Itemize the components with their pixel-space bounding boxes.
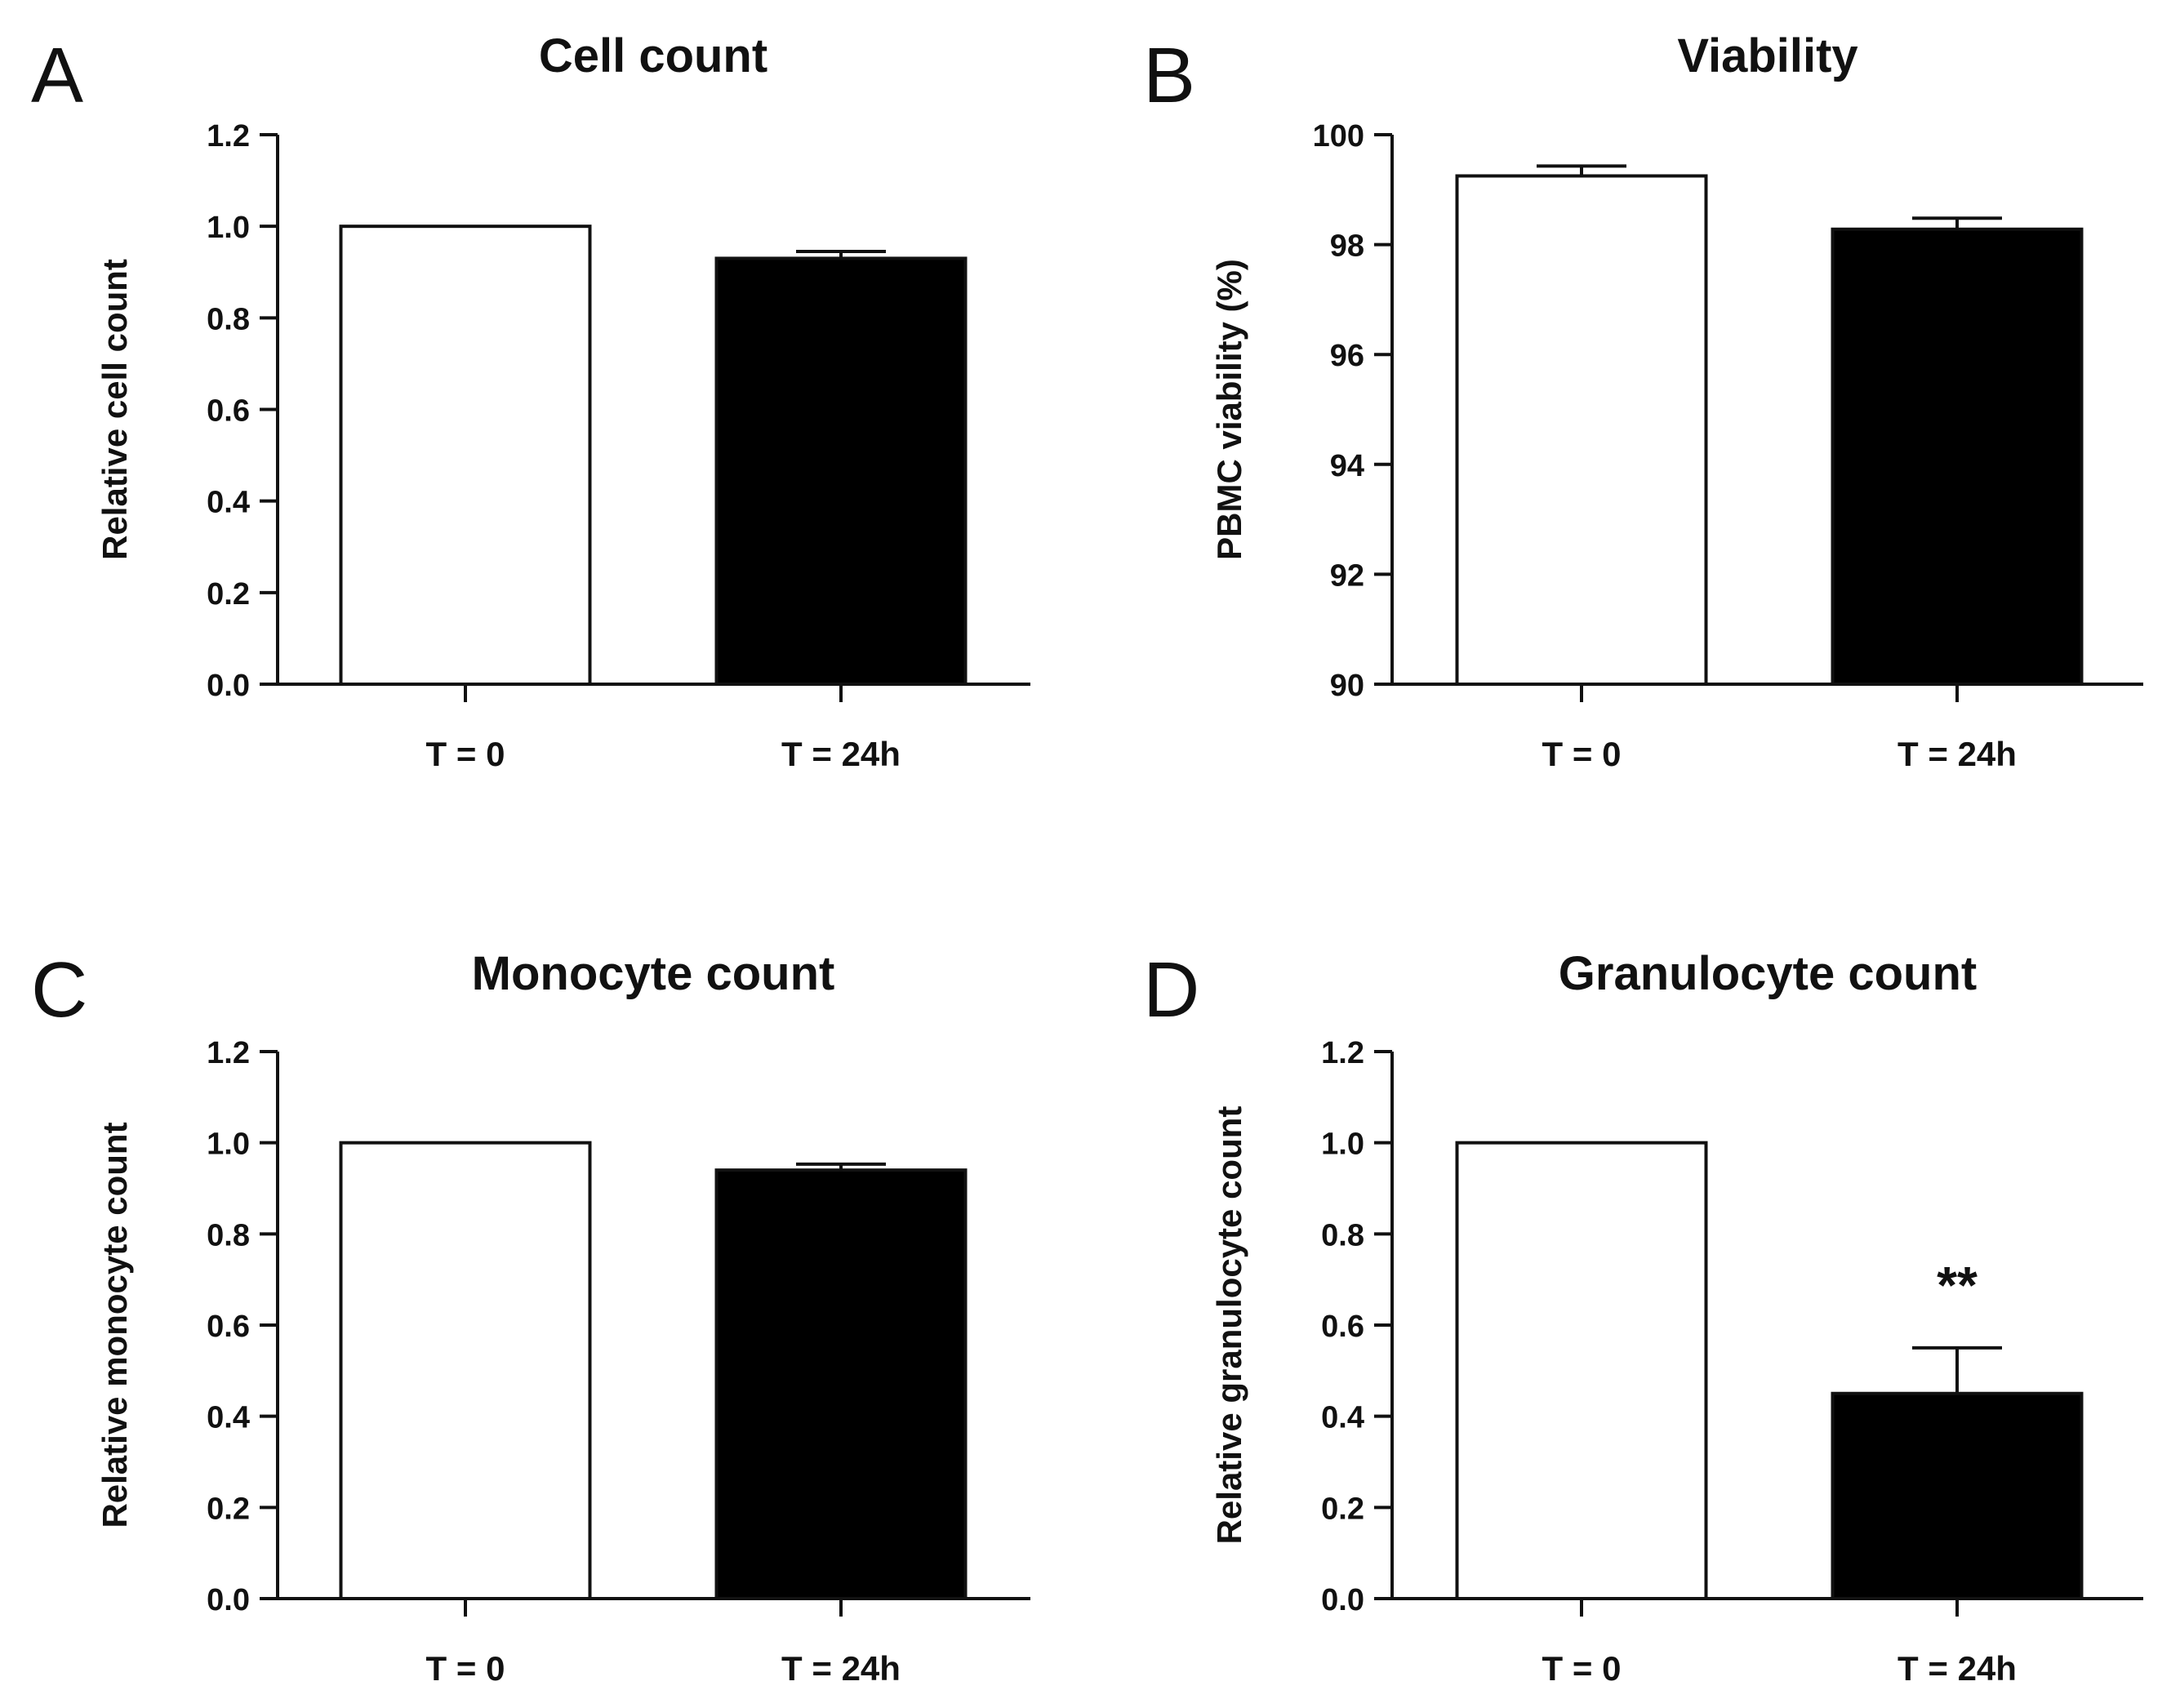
y-tick-label: 0.0	[207, 669, 250, 703]
y-tick-label: 0.4	[1321, 1401, 1364, 1435]
chart-title: Cell count	[539, 29, 767, 82]
x-tick-label: T = 0	[1542, 1649, 1622, 1688]
x-tick-label: T = 24h	[1897, 1649, 2017, 1688]
y-tick-label: 1.0	[207, 1128, 250, 1162]
y-tick-label: 1.0	[1321, 1128, 1364, 1162]
panel-b: B Viability 90 92 94 96 98 100 PBMC viability (%…	[1143, 29, 2143, 773]
panel-letter: D	[1143, 946, 1199, 1034]
panel-d: D Granulocyte count 0.0 0.2 0.4 0.6 0.8 1.0 1.2 R…	[1143, 946, 2143, 1688]
y-tick-label: 0.2	[207, 577, 250, 612]
y-tick-label: 94	[1330, 449, 1364, 483]
bar-t0	[339, 1141, 592, 1600]
y-axis-label: Relative granulocyte count	[1210, 1106, 1248, 1545]
x-tick-label: T = 0	[1542, 735, 1622, 773]
x-tick-label: T = 0	[426, 1649, 505, 1688]
y-tick-label: 0.6	[207, 394, 250, 429]
y-tick-label: 92	[1330, 558, 1364, 593]
panel-letter: C	[31, 946, 87, 1034]
y-tick-label: 0.8	[207, 1218, 250, 1252]
bar-t24h	[1831, 1391, 2084, 1600]
y-axis-label: Relative cell count	[96, 259, 134, 560]
y-tick-label: 0.4	[207, 486, 250, 520]
chart-title: Granulocyte count	[1559, 947, 1977, 1000]
y-tick-label: 1.0	[207, 211, 250, 245]
y-tick-label: 0.0	[1321, 1583, 1364, 1617]
significance-annotation: **	[1937, 1256, 1978, 1314]
y-tick-label: 96	[1330, 339, 1364, 373]
y-axis-label: Relative monocyte count	[96, 1122, 134, 1528]
bar-t24h	[714, 256, 968, 686]
x-tick-label: T = 0	[426, 735, 505, 773]
panel-c: C Monocyte count 0.0 0.2 0.4 0.6 0.8 1.0 1.2 Rela…	[31, 946, 1030, 1688]
y-tick-label: 100	[1313, 119, 1364, 153]
bar-t0	[339, 225, 592, 686]
bar-t24h	[1831, 227, 2084, 687]
y-tick-label: 0.8	[207, 302, 250, 336]
y-tick-label: 1.2	[1321, 1036, 1364, 1070]
bar-t24h	[714, 1168, 968, 1600]
panel-a: A Cell count 0.0 0.2 0.4 0.6 0.8 1.0 1.2 Relative…	[31, 29, 1030, 773]
x-tick-label: T = 24h	[1897, 735, 2017, 773]
y-axis-label: PBMC viability (%)	[1210, 259, 1248, 560]
y-tick-label: 0.6	[207, 1310, 250, 1344]
chart-title: Viability	[1677, 29, 1857, 82]
panel-letter: B	[1143, 32, 1195, 119]
y-tick-label: 0.6	[1321, 1310, 1364, 1344]
y-tick-label: 0.2	[207, 1492, 250, 1526]
y-tick-label: 0.8	[1321, 1218, 1364, 1252]
y-tick-label: 1.2	[207, 119, 250, 153]
y-tick-label: 0.4	[207, 1401, 250, 1435]
y-tick-label: 1.2	[207, 1036, 250, 1070]
chart-title: Monocyte count	[472, 947, 835, 1000]
bar-t0	[1455, 1141, 1708, 1600]
y-tick-label: 98	[1330, 229, 1364, 264]
y-tick-label: 0.0	[207, 1583, 250, 1617]
panel-letter: A	[31, 32, 83, 119]
bar-t0	[1455, 174, 1708, 687]
y-tick-label: 0.2	[1321, 1492, 1364, 1526]
y-tick-label: 90	[1330, 669, 1364, 703]
x-tick-label: T = 24h	[781, 735, 901, 773]
x-tick-label: T = 24h	[781, 1649, 901, 1688]
